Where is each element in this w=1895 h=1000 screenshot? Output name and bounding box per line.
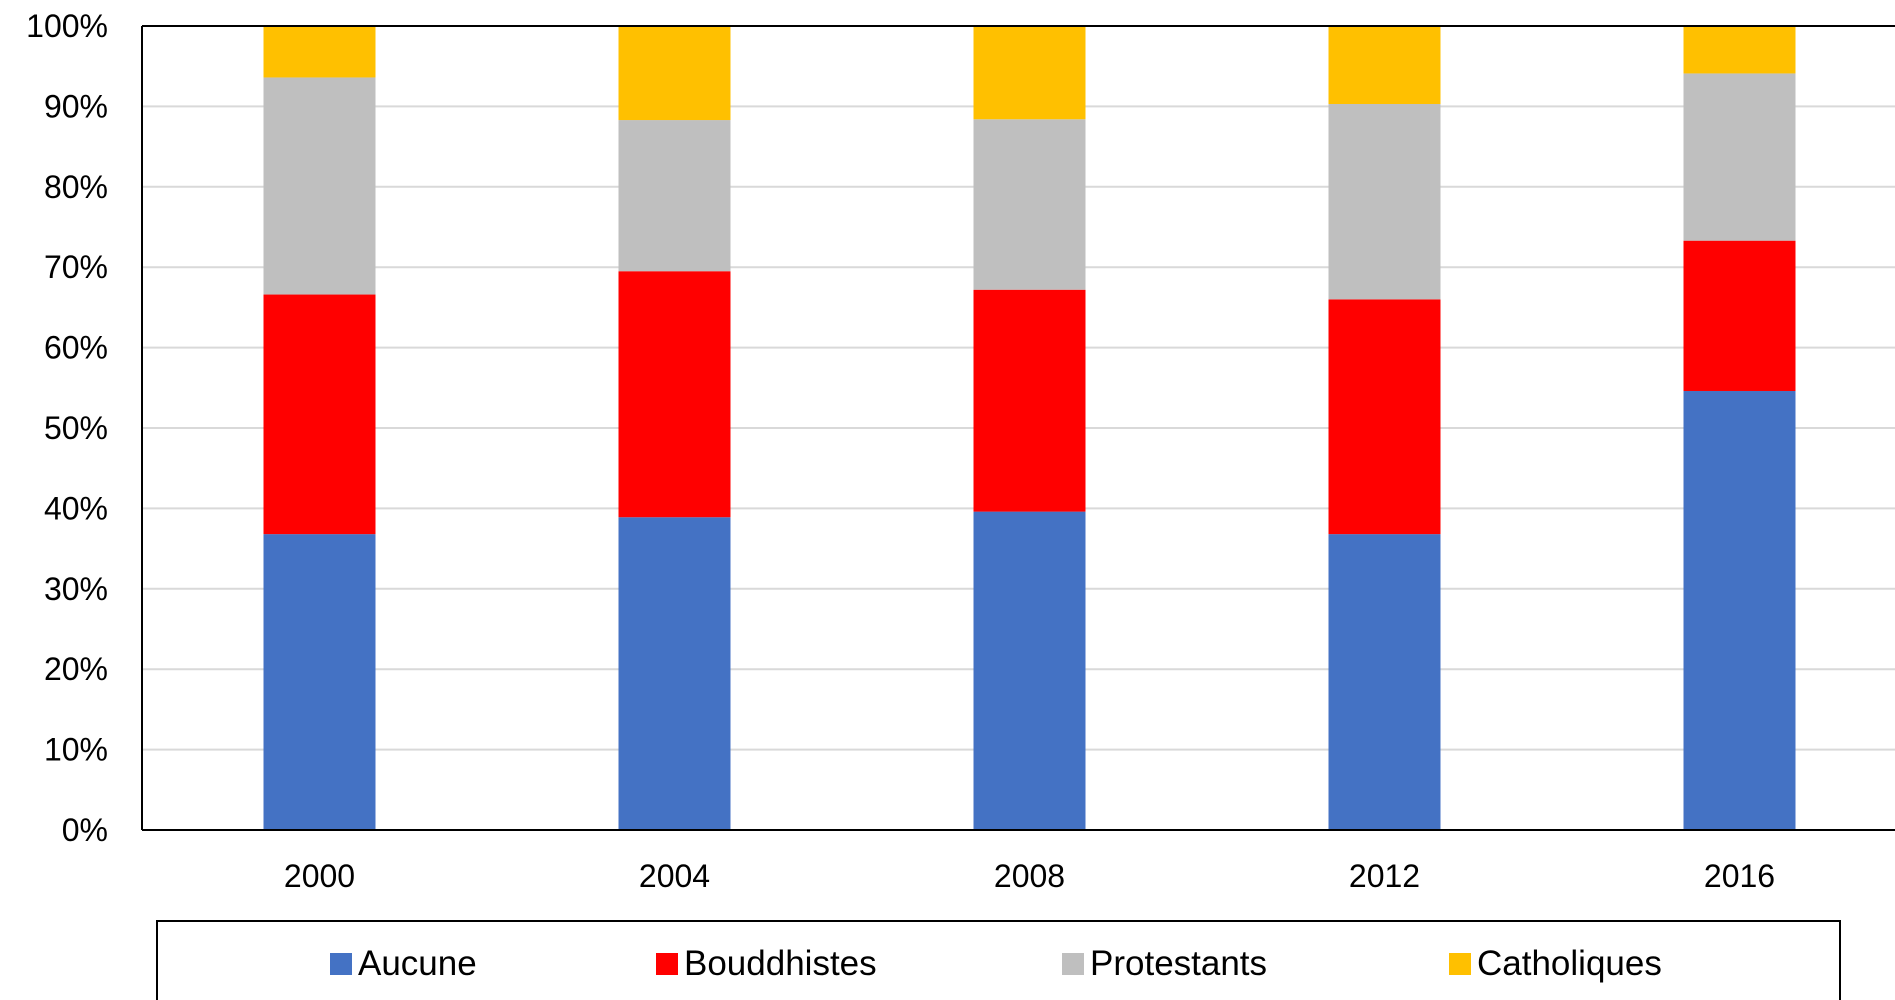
bar-bouddhistes-2012 [1328,299,1441,535]
legend-swatch-bouddhistes [656,953,678,975]
x-tick-label: 2008 [994,858,1065,894]
bar-bouddhistes-2004 [618,271,731,518]
bar-catholiques-2000 [263,26,376,78]
y-tick-label: 10% [44,732,108,768]
legend-label-aucune: Aucune [358,944,477,983]
legend-label-protestants: Protestants [1090,944,1267,983]
x-tick-label: 2016 [1704,858,1775,894]
bar-catholiques-2008 [973,26,1086,120]
bar-bouddhistes-2008 [973,289,1086,512]
x-tick-label: 2000 [284,858,355,894]
bar-protestants-2000 [263,77,376,295]
bar-catholiques-2004 [618,26,731,121]
bar-bouddhistes-2000 [263,294,376,535]
bar-catholiques-2016 [1683,26,1796,74]
y-tick-label: 90% [44,88,108,124]
bar-protestants-2004 [618,120,731,272]
x-tick-label: 2012 [1349,858,1420,894]
y-tick-label: 20% [44,651,108,687]
bar-protestants-2008 [973,119,1086,290]
legend-swatch-protestants [1062,953,1084,975]
legend-label-catholiques: Catholiques [1477,944,1662,983]
y-tick-label: 70% [44,249,108,285]
x-tick-labels: 2000 2004 2008 2012 2016 [284,858,1775,894]
legend-box [156,920,1841,1000]
bar-aucune-2000 [263,534,376,830]
y-tick-labels: 0% 10% 20% 30% 40% 50% 60% 70% 80% 90% 100% [26,8,108,848]
y-tick-label: 60% [44,330,108,366]
y-tick-label: 0% [62,812,108,848]
y-tick-label: 100% [26,8,108,44]
legend-swatch-aucune [330,953,352,975]
bars [263,26,1796,830]
x-tick-label: 2004 [639,858,710,894]
legend-label-bouddhistes: Bouddhistes [684,944,877,983]
axes [141,25,1895,831]
bar-bouddhistes-2016 [1683,240,1796,392]
bar-catholiques-2012 [1328,26,1441,104]
y-tick-label: 30% [44,571,108,607]
bar-protestants-2016 [1683,73,1796,241]
legend: Aucune Bouddhistes Protestants Catholiques [156,920,1841,1000]
bar-protestants-2012 [1328,103,1441,300]
bar-aucune-2008 [973,511,1086,830]
legend-swatch-catholiques [1449,953,1471,975]
y-tick-label: 80% [44,169,108,205]
bar-aucune-2012 [1328,534,1441,830]
y-tick-label: 40% [44,490,108,526]
bar-aucune-2016 [1683,391,1796,830]
bar-aucune-2004 [618,517,731,830]
y-tick-label: 50% [44,410,108,446]
